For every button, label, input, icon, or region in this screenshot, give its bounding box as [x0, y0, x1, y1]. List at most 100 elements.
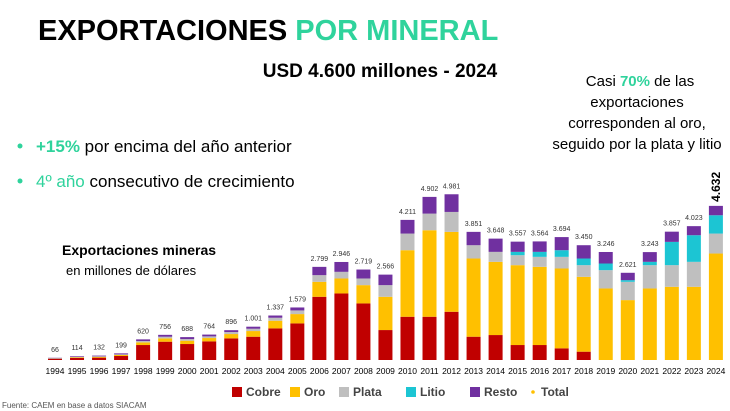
annotation-highlight: 70%: [620, 73, 650, 90]
bar-segment: [268, 320, 283, 329]
bar-segment: [378, 296, 393, 331]
x-tick-label: 2007: [332, 366, 351, 376]
bar-segment: [532, 241, 547, 252]
total-label: 4.023: [685, 215, 703, 222]
bar-segment: [378, 274, 393, 286]
bar-segment: [400, 316, 415, 360]
x-tick-label: 1997: [112, 366, 131, 376]
bar-segment: [114, 355, 129, 357]
bar-segment: [532, 266, 547, 346]
bar-segment: [268, 317, 283, 321]
bar-segment: [246, 328, 261, 332]
x-tick-label: 2000: [178, 366, 197, 376]
bar-segment: [554, 250, 569, 257]
total-label: 688: [181, 326, 193, 333]
bar-segment: [158, 336, 173, 339]
legend-swatch: [232, 387, 242, 397]
x-tick-label: 2015: [508, 366, 527, 376]
total-label: 1.579: [289, 296, 307, 303]
bar-segment: [510, 241, 525, 252]
total-label: 620: [137, 328, 149, 335]
bar-segment: [708, 253, 723, 360]
bar-segment: [202, 341, 217, 360]
legend-swatch: [531, 390, 535, 394]
bar-segment: [92, 356, 107, 358]
legend-label: Plata: [353, 385, 382, 399]
bar-segment: [356, 285, 371, 304]
annotation-line: exportaciones: [590, 94, 683, 111]
total-label: 896: [225, 319, 237, 326]
bar-segment: [554, 237, 569, 251]
x-tick-label: 2014: [486, 366, 505, 376]
legend-label: Total: [541, 385, 569, 399]
x-tick-label: 2009: [376, 366, 395, 376]
x-tick-label: 1994: [46, 366, 65, 376]
bar-segment: [642, 261, 657, 266]
bar-segment: [290, 314, 305, 324]
bar-segment: [554, 348, 569, 360]
total-label: 3.243: [641, 241, 659, 248]
x-tick-label: 2018: [574, 366, 593, 376]
annotation: Casi 70% de las exportaciones correspond…: [552, 73, 721, 153]
bar-segment: [444, 194, 459, 212]
annotation-text: de las: [650, 73, 694, 90]
bar-segment: [70, 358, 85, 360]
bullet-highlight: 4º año: [36, 172, 85, 191]
x-tick-label: 2010: [398, 366, 417, 376]
bar-segment: [532, 256, 547, 267]
legend-swatch: [406, 387, 416, 397]
bar-segment: [466, 258, 481, 337]
bar-segment: [246, 326, 261, 329]
bullet: +15% por encima del año anterior: [36, 137, 292, 156]
total-label: 764: [203, 324, 215, 331]
x-tick-label: 2021: [640, 366, 659, 376]
x-tick-label: 2023: [684, 366, 703, 376]
bar-segment: [114, 356, 129, 360]
bar-segment: [202, 338, 217, 342]
bar-segment: [422, 316, 437, 360]
bar-segment: [642, 252, 657, 262]
bar-segment: [532, 251, 547, 257]
bar-segment: [334, 261, 349, 272]
bar-segment: [598, 263, 613, 271]
legend: Cobre Oro Plata Litio Resto Total: [232, 385, 569, 399]
total-label: 4.902: [421, 186, 439, 193]
bar-segment: [686, 286, 701, 360]
total-label: 1.001: [245, 316, 263, 323]
chart-sublabel: en millones de dólares: [66, 263, 197, 278]
bar-segment: [620, 280, 635, 282]
bar-segment: [664, 241, 679, 266]
chart-label: Exportaciones mineras: [62, 242, 216, 258]
x-tick-label: 1998: [134, 366, 153, 376]
bar-segment: [466, 231, 481, 246]
bar-segment: [532, 345, 547, 360]
source: Fuente: CAEM en base a datos SIACAM: [2, 401, 147, 410]
bar-segment: [202, 336, 217, 339]
bar-segment: [334, 271, 349, 279]
bar-segment: [664, 231, 679, 242]
bar-segment: [290, 307, 305, 311]
bar-segment: [312, 275, 327, 282]
bar-segment: [510, 255, 525, 266]
bar-segment: [92, 357, 107, 360]
bar-segment: [378, 330, 393, 360]
bar-segment: [488, 261, 503, 336]
bar-segment: [488, 335, 503, 360]
bar-segment: [136, 339, 151, 342]
bar-segment: [576, 265, 591, 277]
total-label: 2.621: [619, 262, 637, 269]
bar-segment: [466, 245, 481, 259]
bar-segment: [268, 328, 283, 360]
bar-segment: [48, 359, 62, 360]
bullet-text: por encima del año anterior: [80, 137, 292, 156]
x-tick-label: 2006: [310, 366, 329, 376]
bar-segment: [180, 339, 195, 341]
bar-segment: [422, 213, 437, 231]
total-label: 4.981: [443, 183, 461, 190]
x-tick-label: 1996: [90, 366, 109, 376]
bar-segment: [48, 357, 62, 359]
legend-swatch: [470, 387, 480, 397]
legend-label: Resto: [484, 385, 517, 399]
bullet-dot: [17, 178, 23, 184]
